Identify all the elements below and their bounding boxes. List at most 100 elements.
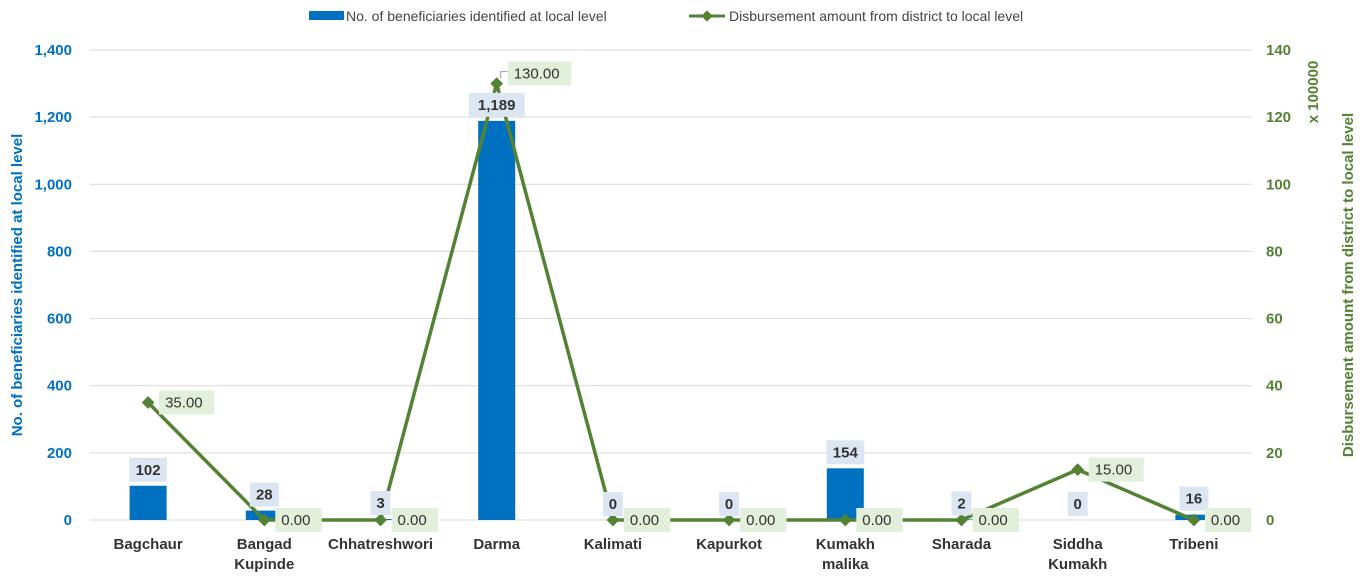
- line-data-label: 130.00: [500, 61, 572, 86]
- line-label-bg: [275, 508, 322, 532]
- category-label: Chhatreshwori: [328, 536, 433, 553]
- bar-label-text: 0: [725, 496, 733, 513]
- bar-data-label: 28: [249, 482, 279, 507]
- right-tick-label: 40: [1266, 378, 1283, 395]
- bar-series: [129, 120, 1213, 520]
- left-axis-title: No. of beneficiaries identified at local…: [9, 134, 26, 437]
- bar-label-bg: [719, 492, 740, 516]
- line-label-text: 0.00: [746, 512, 775, 529]
- line-label-text: 15.00: [1095, 462, 1133, 479]
- line-label-text: 0.00: [281, 512, 310, 529]
- line-marker: [141, 396, 155, 409]
- line-label-bg: [159, 390, 215, 415]
- bar-data-label: 102: [129, 457, 168, 482]
- left-axis-ticks: 0 200 400 600 800 1,000 1,200 1,400: [34, 42, 72, 529]
- bar-data-labels: 102 28 3 1,189 0 0 154 2 0 16: [129, 92, 1209, 516]
- line-data-label: 0.00: [972, 508, 1019, 532]
- line-data-label: 0.00: [391, 508, 438, 532]
- line-data-label: 0.00: [856, 508, 903, 532]
- line-label-bg: [1204, 508, 1252, 532]
- bar-label-bg: [370, 490, 391, 515]
- line-marker: [490, 77, 504, 90]
- left-tick-label: 800: [47, 243, 72, 260]
- left-tick-label: 1,000: [34, 176, 72, 193]
- left-tick-label: 600: [47, 311, 72, 328]
- bar-data-label: 0: [719, 492, 740, 516]
- line-label-text: 0.00: [1211, 512, 1240, 529]
- category-labels: Bagchaur Bangad Kupinde Chhatreshwori Darma K…: [114, 536, 1219, 573]
- bar-label-bg: [602, 492, 623, 516]
- line-marker: [1071, 463, 1085, 477]
- line-label-bg: [856, 508, 903, 532]
- line-label-text: 0.00: [630, 512, 659, 529]
- bar-label-text: 154: [833, 444, 859, 461]
- left-tick-label: 400: [47, 378, 72, 395]
- bar-label-bg: [129, 457, 168, 482]
- legend-line-label: Disbursement amount from district to loc…: [729, 8, 1023, 24]
- bar-label-text: 2: [957, 495, 965, 512]
- line-data-label: 15.00: [1088, 457, 1144, 482]
- line-data-label: 0.00: [740, 508, 787, 532]
- right-axis-ticks: 0 20 40 60 80 100 120 140: [1266, 42, 1291, 529]
- category-label: Kalimati: [584, 536, 642, 553]
- bar-data-label: 2: [951, 491, 972, 516]
- bar-data-label: 0: [602, 492, 623, 516]
- legend-line-marker: [701, 10, 713, 22]
- line-label-text: 0.00: [398, 512, 427, 529]
- bar-data-label: 16: [1179, 486, 1209, 511]
- left-tick-label: 200: [47, 445, 72, 462]
- bar-data-label: 1,189: [468, 92, 525, 117]
- line-marker: [955, 513, 968, 527]
- category-label: Sharada: [932, 536, 992, 553]
- bar-label-text: 102: [136, 462, 161, 479]
- legend-bar-label: No. of beneficiaries identified at local…: [346, 8, 607, 24]
- bar-label-bg: [951, 491, 972, 516]
- bar-label-bg: [468, 92, 525, 117]
- line-label-text: 0.00: [862, 512, 891, 529]
- right-tick-label: 60: [1266, 311, 1283, 328]
- line-series: [141, 77, 1201, 527]
- bar-label-text: 1,189: [478, 97, 516, 114]
- category-label: Kumakh: [816, 536, 875, 553]
- bar-label-text: 0: [609, 496, 617, 513]
- left-tick-label: 0: [64, 512, 72, 529]
- right-tick-label: 100: [1266, 176, 1291, 193]
- line-label-bg: [391, 508, 438, 532]
- category-label: Kapurkot: [696, 536, 762, 553]
- bar-label-bg: [249, 482, 279, 507]
- legend: No. of beneficiaries identified at local…: [309, 8, 1023, 24]
- bar-label-bg: [826, 440, 865, 465]
- right-tick-label: 80: [1266, 243, 1283, 260]
- right-axis-title: Disbursement amount from district to loc…: [1340, 113, 1357, 457]
- bar-label-text: 3: [376, 495, 384, 512]
- line-marker: [374, 513, 387, 527]
- bar-label-text: 16: [1186, 491, 1203, 508]
- leader-line: [500, 71, 508, 79]
- bar-label-bg: [1179, 486, 1209, 511]
- line-label-bg: [1088, 457, 1144, 482]
- line-label-bg: [972, 508, 1019, 532]
- right-tick-label: 140: [1266, 42, 1291, 59]
- category-label: Bangad: [237, 536, 292, 553]
- legend-bar-swatch: [309, 11, 344, 20]
- bar-data-label: 154: [826, 440, 865, 465]
- category-label: Darma: [473, 536, 520, 553]
- left-tick-label: 1,400: [34, 42, 72, 59]
- line-label-text: 0.00: [979, 512, 1008, 529]
- gridlines: [90, 49, 1252, 521]
- bar-label-bg: [1067, 492, 1088, 516]
- line-data-label: 0.00: [275, 508, 322, 532]
- bar: [478, 120, 516, 520]
- bar: [129, 485, 167, 520]
- right-tick-label: 120: [1266, 109, 1291, 126]
- line-data-label: 0.00: [1204, 508, 1252, 532]
- category-label: Kumakh: [1048, 556, 1107, 573]
- line-label-bg: [507, 61, 572, 86]
- category-label: malika: [822, 556, 869, 573]
- category-label: Tribeni: [1169, 536, 1218, 553]
- right-axis-unit: x 100000: [1305, 61, 1322, 124]
- line-data-labels: 35.00 0.00 0.00 130.00 0.00 0.00 0.00 0.00 15.00…: [159, 61, 1252, 532]
- left-tick-label: 1,200: [34, 109, 72, 126]
- line-label-bg: [623, 508, 671, 532]
